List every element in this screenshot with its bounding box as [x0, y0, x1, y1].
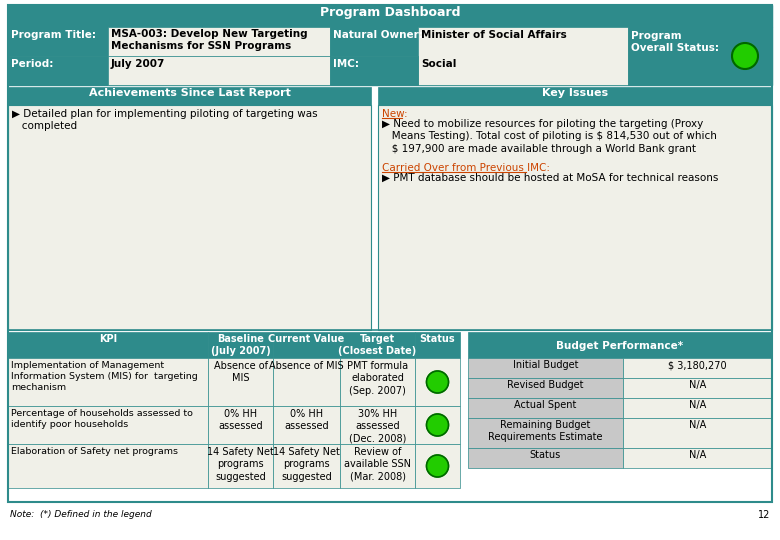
Bar [415, 406, 460, 444]
Text: $ 3,180,270: $ 3,180,270 [668, 360, 727, 370]
Bar [340, 406, 415, 444]
Text: Key Issues: Key Issues [542, 88, 608, 98]
Text: New:: New: [382, 109, 408, 119]
Text: Elaboration of Safety net programs: Elaboration of Safety net programs [11, 447, 178, 456]
Bar [8, 105, 371, 330]
Bar [8, 56, 108, 85]
Text: Baseline
(July 2007): Baseline (July 2007) [211, 334, 271, 356]
Text: 30% HH
assessed
(Dec. 2008): 30% HH assessed (Dec. 2008) [349, 409, 406, 444]
Text: Current Value: Current Value [268, 334, 345, 344]
Circle shape [427, 371, 448, 393]
Bar [623, 378, 772, 398]
Circle shape [732, 43, 758, 69]
Circle shape [427, 414, 448, 436]
Text: Program Dashboard: Program Dashboard [320, 6, 460, 19]
Text: Achievements Since Last Report: Achievements Since Last Report [89, 88, 290, 98]
Text: Review of
available SSN
(Mar. 2008): Review of available SSN (Mar. 2008) [344, 447, 411, 482]
Bar [415, 332, 460, 358]
Text: Percentage of households assessed to
identify poor households: Percentage of households assessed to ide… [11, 409, 193, 429]
Text: ▶ Need to mobilize resources for piloting the targeting (Proxy
   Means Testing): ▶ Need to mobilize resources for pilotin… [382, 119, 717, 154]
Bar [273, 444, 340, 488]
Bar [8, 444, 208, 488]
Bar [340, 332, 415, 358]
Bar [8, 27, 108, 56]
Text: 0% HH
assessed: 0% HH assessed [284, 409, 329, 431]
Bar [8, 358, 208, 406]
Bar [8, 5, 772, 27]
Bar [8, 27, 772, 85]
Text: ▶ PMT database should be hosted at MoSA for technical reasons: ▶ PMT database should be hosted at MoSA … [382, 173, 718, 183]
Circle shape [427, 455, 448, 477]
Bar [108, 27, 330, 56]
Bar [273, 406, 340, 444]
Text: 14 Safety Net
programs
suggested: 14 Safety Net programs suggested [273, 447, 340, 482]
Text: Remaining Budget
Requirements Estimate: Remaining Budget Requirements Estimate [488, 420, 603, 442]
Text: Absence of MIS: Absence of MIS [269, 361, 344, 371]
Bar [468, 418, 623, 448]
Bar [378, 105, 772, 330]
Bar [623, 418, 772, 448]
Bar [628, 27, 772, 85]
Bar [415, 358, 460, 406]
Bar [208, 444, 273, 488]
Bar [623, 358, 772, 378]
Text: Implementation of Management
Information System (MIS) for  targeting
mechanism: Implementation of Management Information… [11, 361, 198, 392]
Bar [468, 332, 772, 358]
Bar [208, 332, 273, 358]
Bar [378, 87, 772, 105]
Bar [623, 398, 772, 418]
Text: Status: Status [530, 450, 561, 460]
Bar [415, 444, 460, 488]
Text: Program
Overall Status:: Program Overall Status: [631, 31, 719, 53]
Text: Note:  (*) Defined in the legend: Note: (*) Defined in the legend [10, 510, 152, 519]
Text: Natural Owner:: Natural Owner: [333, 30, 423, 40]
Text: N/A: N/A [689, 450, 706, 460]
Bar [8, 406, 208, 444]
Text: 12: 12 [757, 510, 770, 520]
Text: Program Title:: Program Title: [11, 30, 96, 40]
Text: Carried Over from Previous IMC:: Carried Over from Previous IMC: [382, 163, 550, 173]
Text: 14 Safety Net
programs
suggested: 14 Safety Net programs suggested [207, 447, 274, 482]
Text: Revised Budget: Revised Budget [507, 380, 583, 390]
Text: July 2007: July 2007 [111, 59, 165, 69]
Text: ▶ Detailed plan for implementing piloting of targeting was
   completed: ▶ Detailed plan for implementing pilotin… [12, 109, 317, 131]
Text: Initial Budget: Initial Budget [512, 360, 578, 370]
Bar [8, 87, 371, 105]
Text: N/A: N/A [689, 400, 706, 410]
Text: IMC:: IMC: [333, 59, 359, 69]
Text: Absence of
MIS: Absence of MIS [214, 361, 268, 383]
Text: N/A: N/A [689, 420, 706, 430]
Text: Social: Social [421, 59, 456, 69]
Bar [468, 398, 623, 418]
Text: Target
(Closest Date): Target (Closest Date) [339, 334, 417, 356]
Bar [623, 448, 772, 468]
Text: Status: Status [420, 334, 456, 344]
Bar [418, 27, 628, 85]
Bar [208, 406, 273, 444]
Text: Budget Performance*: Budget Performance* [556, 341, 683, 351]
Bar [208, 358, 273, 406]
Text: PMT formula
elaborated
(Sep. 2007): PMT formula elaborated (Sep. 2007) [347, 361, 408, 396]
Bar [340, 358, 415, 406]
Bar [273, 332, 340, 358]
Bar [273, 358, 340, 406]
Text: 0% HH
assessed: 0% HH assessed [218, 409, 263, 431]
Bar [108, 56, 330, 85]
Text: Minister of Social Affairs: Minister of Social Affairs [421, 30, 567, 40]
Text: KPI: KPI [99, 334, 117, 344]
Text: Actual Spent: Actual Spent [514, 400, 576, 410]
Bar [330, 56, 418, 85]
Bar [340, 444, 415, 488]
Bar [468, 448, 623, 468]
Bar [330, 27, 418, 56]
Bar [468, 358, 623, 378]
Bar [8, 332, 208, 358]
Text: Period:: Period: [11, 59, 53, 69]
Text: MSA-003: Develop New Targeting
Mechanisms for SSN Programs: MSA-003: Develop New Targeting Mechanism… [111, 29, 307, 51]
Text: N/A: N/A [689, 380, 706, 390]
Bar [468, 378, 623, 398]
